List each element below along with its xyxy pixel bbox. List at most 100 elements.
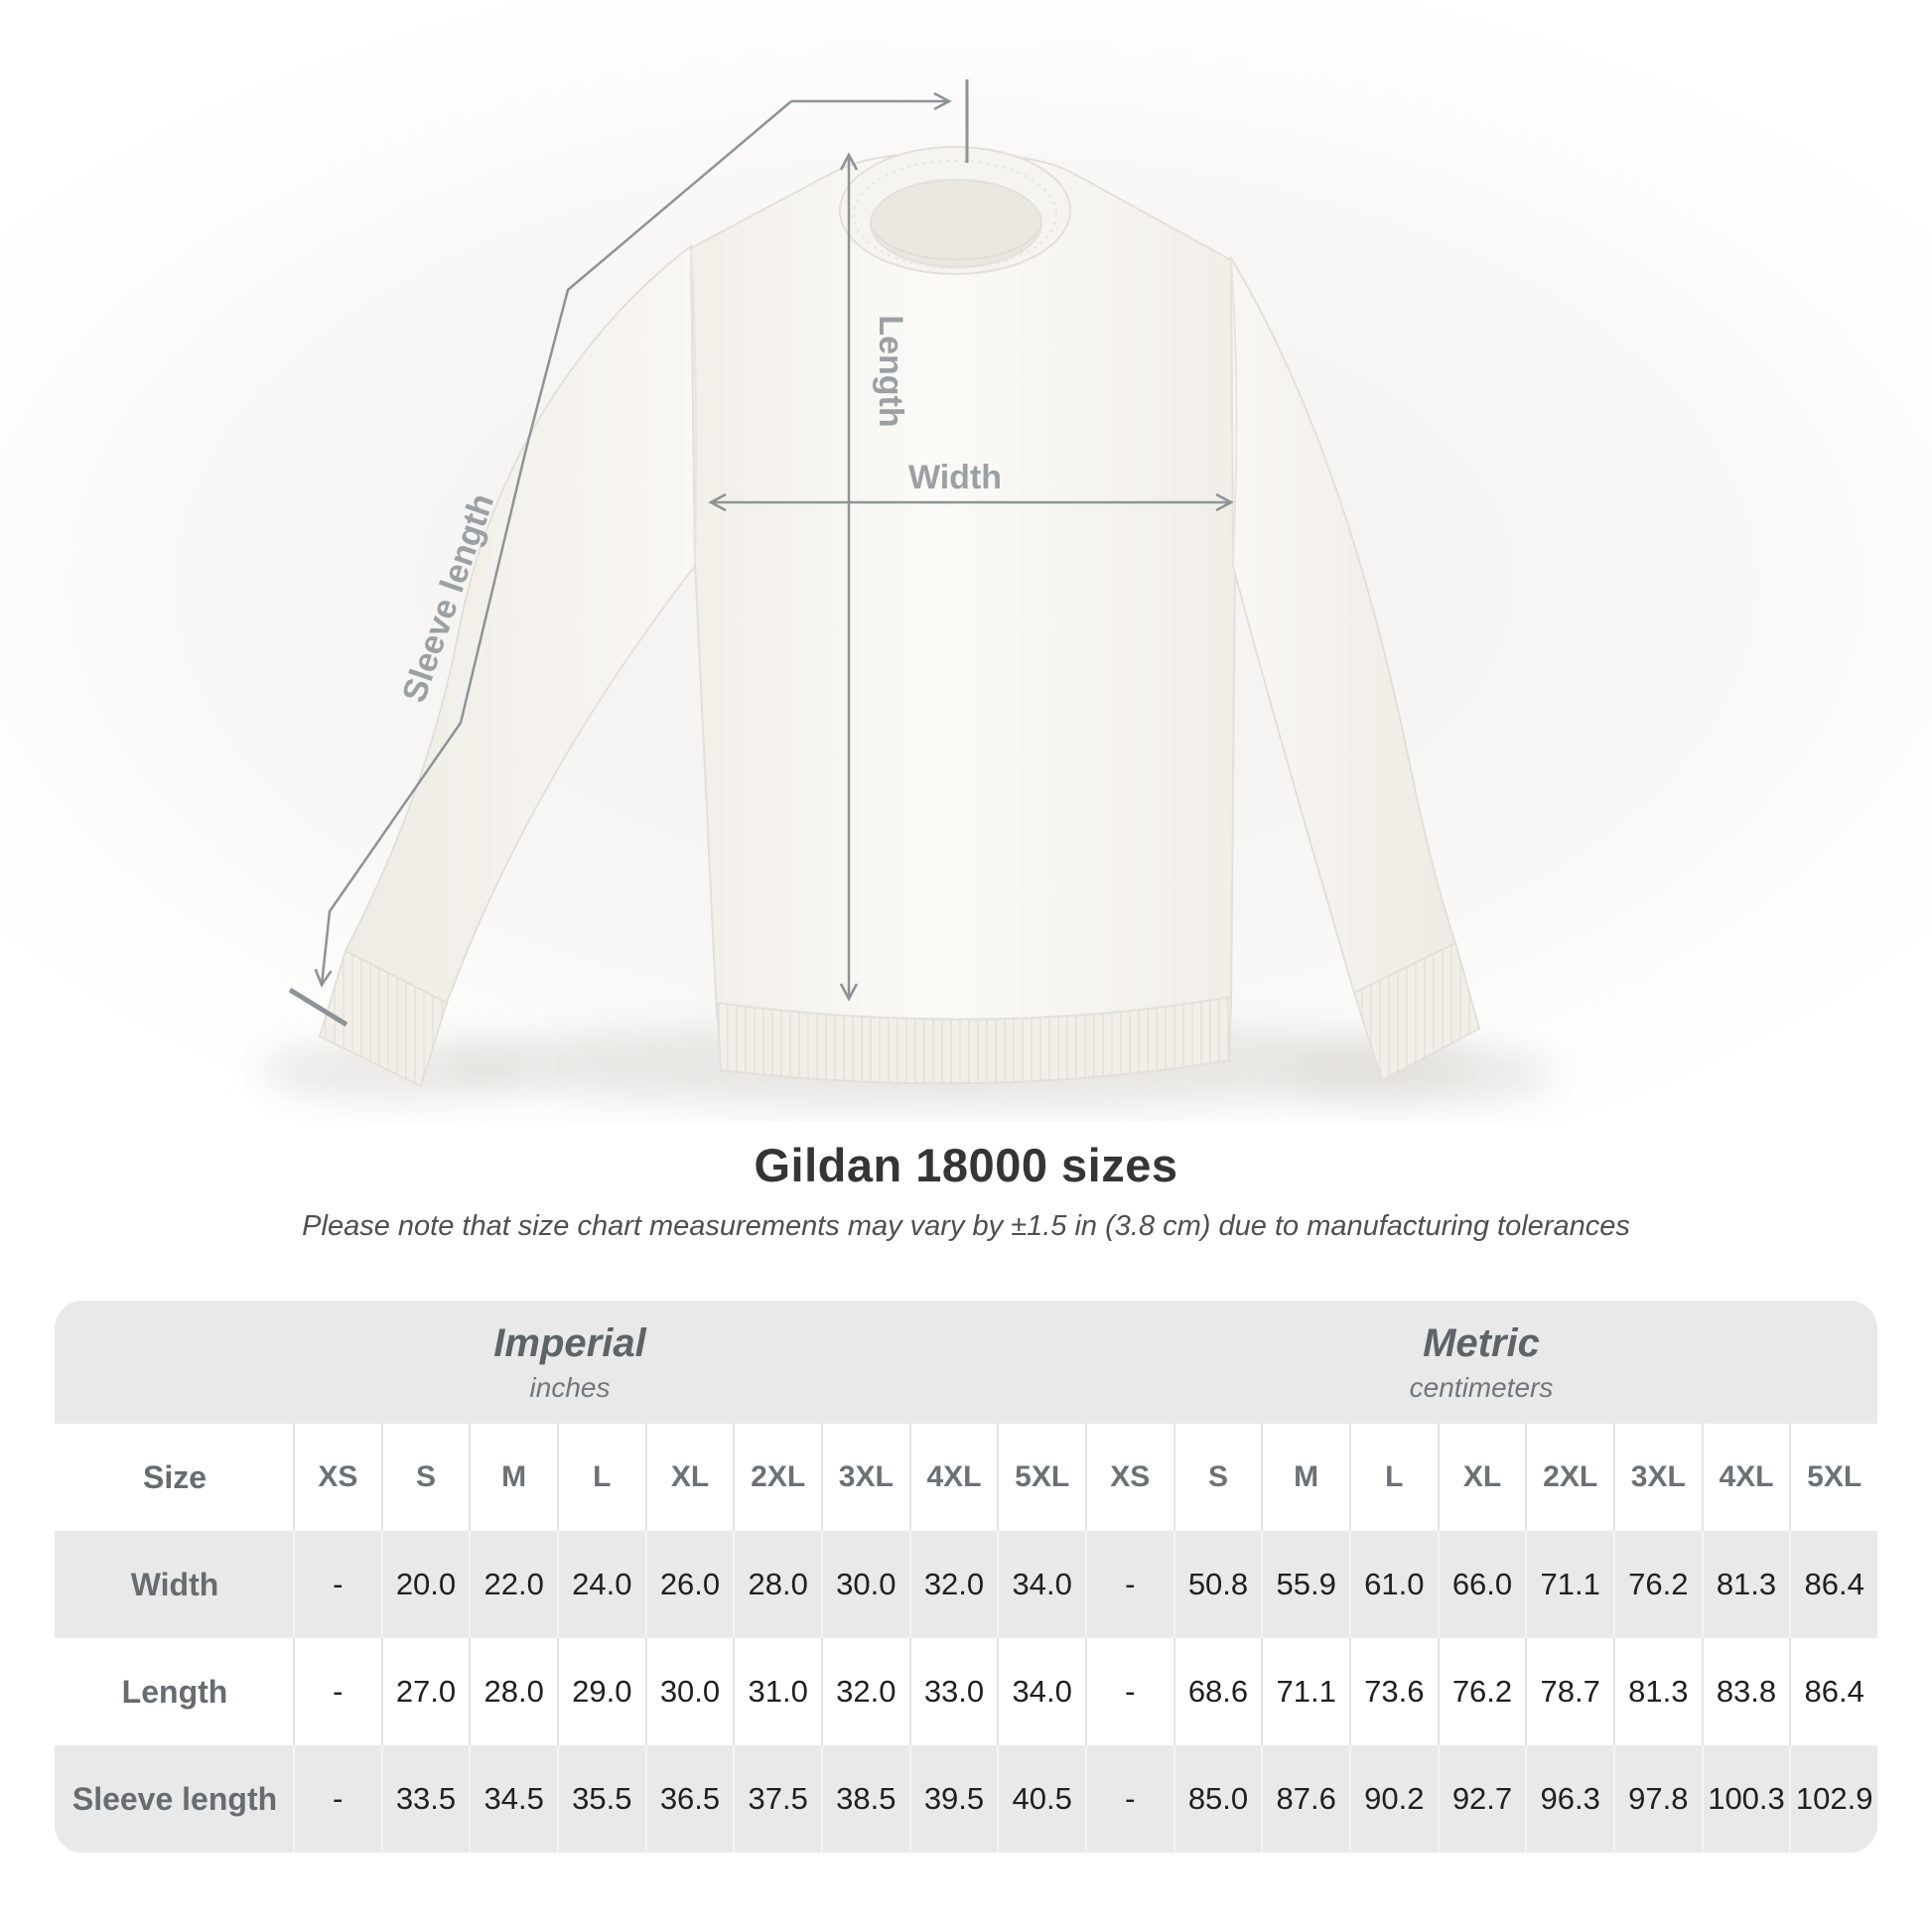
cell-metric-2xl: 71.1 <box>1525 1531 1613 1638</box>
size-col-imperial-xl: XL <box>644 1424 734 1531</box>
cell-metric-3xl: 97.8 <box>1612 1745 1702 1853</box>
cell-metric-l: 73.6 <box>1348 1638 1438 1745</box>
size-col-metric-l: L <box>1348 1424 1438 1531</box>
cell-imperial-xs: - <box>293 1531 381 1638</box>
collar-opening <box>870 179 1042 268</box>
imperial-unit: inches <box>529 1371 611 1403</box>
size-table: Imperial inches Metric centimeters Size X… <box>55 1301 1877 1853</box>
cell-imperial-s: 33.5 <box>380 1745 470 1853</box>
cell-metric-2xl: 96.3 <box>1525 1745 1613 1853</box>
width-label: Width <box>908 459 1002 496</box>
size-col-metric-4xl: 4XL <box>1701 1424 1790 1531</box>
page-title: Gildan 18000 sizes <box>754 1139 1178 1191</box>
cell-imperial-5xl: 34.0 <box>997 1531 1085 1638</box>
right-sleeve <box>1229 254 1457 995</box>
size-col-imperial-xs: XS <box>293 1424 381 1531</box>
metric-unit-group: Metric centimeters <box>1085 1301 1877 1424</box>
cell-imperial-xs: - <box>293 1745 381 1853</box>
cell-imperial-2xl: 31.0 <box>733 1638 821 1745</box>
size-col-metric-m: M <box>1261 1424 1349 1531</box>
row-label: Width <box>130 1566 219 1602</box>
cell-metric-4xl: 83.8 <box>1701 1638 1790 1745</box>
cell-imperial-2xl: 37.5 <box>733 1745 821 1853</box>
size-col-metric-xl: XL <box>1437 1424 1526 1531</box>
cell-imperial-3xl: 30.0 <box>820 1531 909 1638</box>
sweatshirt-diagram: Length Width Sleeve length <box>258 79 1556 1106</box>
cell-imperial-m: 22.0 <box>469 1531 557 1638</box>
size-col-imperial-4xl: 4XL <box>908 1424 998 1531</box>
cell-imperial-xl: 36.5 <box>644 1745 734 1853</box>
cell-metric-m: 55.9 <box>1261 1531 1349 1638</box>
size-col-metric-3xl: 3XL <box>1612 1424 1702 1531</box>
cell-metric-5xl: 86.4 <box>1789 1638 1877 1745</box>
tolerance-note: Please note that size chart measurements… <box>302 1210 1630 1242</box>
sleeve-length-line <box>314 100 792 988</box>
size-col-metric-xs: XS <box>1084 1424 1173 1531</box>
cell-imperial-4xl: 32.0 <box>908 1531 998 1638</box>
sweatshirt-illustration <box>318 146 1481 1088</box>
cell-imperial-4xl: 33.0 <box>908 1638 998 1745</box>
cell-metric-s: 85.0 <box>1173 1745 1262 1853</box>
size-col-imperial-l: L <box>556 1424 645 1531</box>
cell-imperial-l: 24.0 <box>556 1531 645 1638</box>
cell-metric-4xl: 81.3 <box>1701 1531 1790 1638</box>
product-photo: Length Width Sleeve length <box>0 0 1932 1122</box>
cell-metric-5xl: 86.4 <box>1789 1531 1877 1638</box>
row-label: Sleeve length <box>71 1780 278 1817</box>
size-col-imperial-5xl: 5XL <box>997 1424 1085 1531</box>
cell-imperial-l: 35.5 <box>556 1745 645 1853</box>
cell-metric-s: 50.8 <box>1173 1531 1262 1638</box>
length-label: Length <box>872 315 909 427</box>
cell-metric-xs: - <box>1084 1745 1173 1853</box>
cell-imperial-l: 29.0 <box>556 1638 645 1745</box>
size-col-metric-5xl: 5XL <box>1789 1424 1877 1531</box>
cell-metric-xl: 92.7 <box>1437 1745 1526 1853</box>
metric-unit: centimeters <box>1409 1371 1554 1403</box>
table-row-width: Width -20.0 22.0 24.0 26.0 28.0 30.0 32.0 34.0-5… <box>55 1531 1877 1638</box>
cell-imperial-2xl: 28.0 <box>733 1531 821 1638</box>
cell-imperial-m: 28.0 <box>469 1638 557 1745</box>
cell-imperial-xl: 30.0 <box>644 1638 734 1745</box>
unit-band: Imperial inches Metric centimeters <box>55 1301 1877 1424</box>
table-body: Width -20.0 22.0 24.0 26.0 28.0 30.0 32.0 34.0-5… <box>55 1531 1877 1853</box>
sweatshirt-body <box>687 151 1241 1027</box>
dimension-lines <box>288 79 1234 1028</box>
cell-metric-xl: 66.0 <box>1437 1531 1526 1638</box>
table-row-length: Length -27.0 28.0 29.0 30.0 31.0 32.0 33.0 34.0-… <box>55 1638 1877 1745</box>
size-col-metric-2xl: 2XL <box>1525 1424 1613 1531</box>
caption: Gildan 18000 sizes Please note that size… <box>0 1138 1932 1243</box>
size-header: Size <box>142 1458 207 1495</box>
cell-metric-5xl: 102.9 <box>1789 1745 1877 1853</box>
size-col-imperial-2xl: 2XL <box>733 1424 821 1531</box>
cell-metric-s: 68.6 <box>1173 1638 1262 1745</box>
cell-metric-l: 90.2 <box>1348 1745 1438 1853</box>
size-col-metric-s: S <box>1173 1424 1262 1531</box>
size-col-imperial-s: S <box>380 1424 470 1531</box>
metric-label: Metric <box>1423 1320 1540 1365</box>
left-sleeve <box>344 244 697 1005</box>
cell-metric-2xl: 78.7 <box>1525 1638 1613 1745</box>
cell-imperial-3xl: 32.0 <box>820 1638 909 1745</box>
cell-metric-3xl: 76.2 <box>1612 1531 1702 1638</box>
cell-metric-m: 71.1 <box>1261 1638 1349 1745</box>
cell-metric-xl: 76.2 <box>1437 1638 1526 1745</box>
imperial-unit-group: Imperial inches <box>55 1301 1085 1424</box>
cell-imperial-3xl: 38.5 <box>820 1745 909 1853</box>
cell-metric-xs: - <box>1084 1531 1173 1638</box>
cell-imperial-5xl: 40.5 <box>997 1745 1085 1853</box>
cell-imperial-xs: - <box>293 1638 381 1745</box>
cell-metric-3xl: 81.3 <box>1612 1638 1702 1745</box>
cell-imperial-xl: 26.0 <box>644 1531 734 1638</box>
cell-imperial-m: 34.5 <box>469 1745 557 1853</box>
cell-metric-4xl: 100.3 <box>1701 1745 1790 1853</box>
size-header-row: Size XS S M L XL 2XL 3XL 4XL 5XL XS S M L XL 2XL 3XL 4XL 5… <box>55 1424 1877 1531</box>
cell-imperial-s: 20.0 <box>380 1531 470 1638</box>
size-col-imperial-3xl: 3XL <box>820 1424 909 1531</box>
cell-metric-l: 61.0 <box>1348 1531 1438 1638</box>
size-col-imperial-m: M <box>469 1424 557 1531</box>
cell-metric-xs: - <box>1084 1638 1173 1745</box>
row-label: Length <box>121 1673 228 1710</box>
cell-imperial-5xl: 34.0 <box>997 1638 1085 1745</box>
sleeve-length-end-tick <box>288 987 348 1028</box>
